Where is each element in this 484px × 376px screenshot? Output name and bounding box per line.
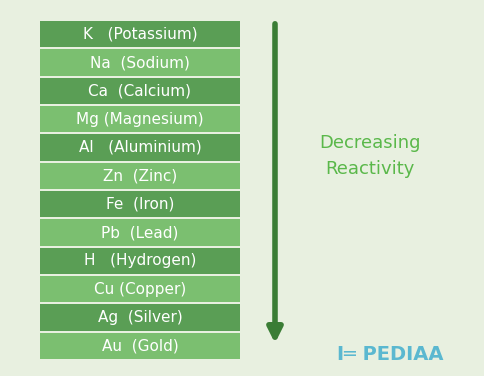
Bar bbox=[40, 21, 240, 47]
Bar bbox=[40, 248, 240, 274]
Bar bbox=[40, 304, 240, 331]
Bar bbox=[40, 163, 240, 189]
Text: Decreasing
Reactivity: Decreasing Reactivity bbox=[319, 135, 421, 177]
Text: H   (Hydrogen): H (Hydrogen) bbox=[84, 253, 196, 268]
Bar bbox=[40, 276, 240, 302]
Text: Na  (Sodium): Na (Sodium) bbox=[90, 55, 190, 70]
Bar bbox=[40, 219, 240, 246]
Text: Fe  (Iron): Fe (Iron) bbox=[106, 197, 174, 212]
Bar bbox=[40, 191, 240, 217]
Text: Au  (Gold): Au (Gold) bbox=[102, 338, 179, 353]
Text: Ca  (Calcium): Ca (Calcium) bbox=[89, 83, 192, 99]
Text: I═ PEDIAA: I═ PEDIAA bbox=[337, 344, 443, 364]
Bar bbox=[40, 106, 240, 132]
Text: Cu (Copper): Cu (Copper) bbox=[94, 282, 186, 297]
Text: K   (Potassium): K (Potassium) bbox=[83, 27, 197, 42]
Bar bbox=[40, 134, 240, 161]
Text: Pb  (Lead): Pb (Lead) bbox=[101, 225, 179, 240]
Text: Ag  (Silver): Ag (Silver) bbox=[98, 310, 182, 325]
Text: Mg (Magnesium): Mg (Magnesium) bbox=[76, 112, 204, 127]
Bar bbox=[40, 49, 240, 76]
Bar bbox=[40, 333, 240, 359]
Text: Al   (Aluminium): Al (Aluminium) bbox=[78, 140, 201, 155]
Bar bbox=[40, 78, 240, 104]
Text: Zn  (Zinc): Zn (Zinc) bbox=[103, 168, 177, 183]
